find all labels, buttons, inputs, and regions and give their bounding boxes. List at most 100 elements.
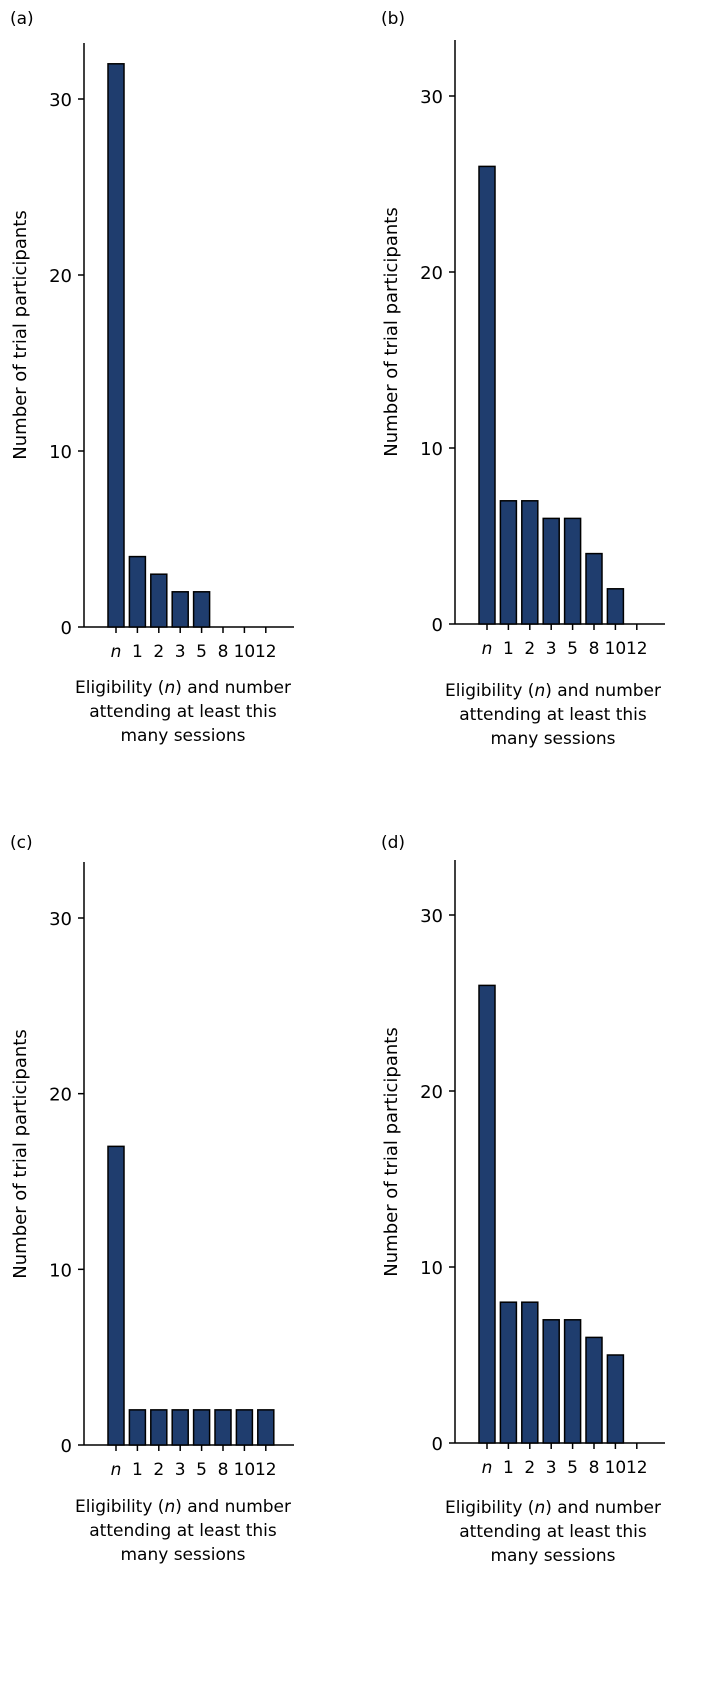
panel-label: (d) [381,833,405,853]
x-axis-label-line: Eligibility (n) and number [445,1498,661,1518]
x-tick-label: 10 [605,1458,627,1478]
y-tick-label: 30 [49,90,72,111]
y-tick-label: 20 [49,1085,72,1106]
x-axis-label-line: many sessions [120,726,245,746]
x-tick-label: n [111,642,122,662]
y-tick-label: 10 [49,1260,72,1281]
y-tick-label: 0 [61,1436,72,1457]
y-axis-label: Number of trial participants [381,207,402,456]
x-axis-label-line: many sessions [490,1546,615,1566]
x-tick-label: 1 [503,1458,514,1478]
y-tick-label: 10 [420,439,443,460]
y-tick-label: 10 [420,1258,443,1279]
bar [150,1409,168,1446]
x-tick-label: 5 [567,639,578,659]
bar [521,500,539,625]
bar [171,591,189,628]
panel-label: (c) [10,833,33,853]
x-tick-label: 3 [546,639,557,659]
bar [606,1354,625,1444]
x-axis-label-line: attending at least this [459,1522,647,1542]
bar [499,1301,518,1444]
bar [235,1409,254,1446]
panel-label: (b) [381,9,405,29]
x-tick-label: 5 [567,1458,578,1478]
x-tick-label: 1 [503,639,514,659]
x-axis-label-line: Eligibility (n) and number [75,1497,291,1517]
x-tick-label: 3 [175,1460,186,1480]
x-tick-label: 2 [153,1460,164,1480]
bar [128,555,147,628]
y-tick-label: 20 [420,263,443,284]
x-tick-label: 10 [605,639,627,659]
x-tick-label: 3 [546,1458,557,1478]
x-tick-label: 8 [589,639,600,659]
x-tick-label: 1 [132,642,143,662]
y-axis-label: Number of trial participants [10,210,31,459]
bar [606,588,625,625]
x-tick-label: 8 [218,642,229,662]
bar [171,1409,189,1446]
y-tick-label: 30 [420,906,443,927]
bar [214,1409,232,1446]
x-tick-label: 10 [234,1460,256,1480]
x-tick-label: 1 [132,1460,143,1480]
x-tick-label: 2 [524,639,535,659]
x-tick-label: n [482,639,493,659]
y-tick-label: 30 [49,909,72,930]
x-tick-label: 12 [626,639,648,659]
bar [478,165,496,625]
x-tick-label: 5 [196,642,207,662]
bar [542,517,560,625]
bar [192,1409,211,1446]
x-tick-label: 12 [626,1458,648,1478]
bar [585,1336,603,1444]
x-tick-label: n [482,1458,493,1478]
x-axis-label-line: many sessions [120,1545,245,1565]
y-tick-label: 0 [432,615,443,636]
bar [192,591,211,628]
y-axis-label: Number of trial participants [10,1029,31,1278]
y-tick-label: 0 [432,1434,443,1455]
x-tick-label: 8 [589,1458,600,1478]
x-tick-label: 2 [524,1458,535,1478]
x-axis-label-line: Eligibility (n) and number [75,678,291,698]
bar [128,1409,147,1446]
bar [563,517,582,625]
panel-label: (a) [10,9,34,29]
x-tick-label: 12 [255,1460,277,1480]
x-tick-label: 5 [196,1460,207,1480]
y-tick-label: 20 [49,266,72,287]
bar [107,1145,125,1446]
y-tick-label: 20 [420,1082,443,1103]
x-axis-label-line: attending at least this [89,702,277,722]
x-tick-label: 10 [234,642,256,662]
bar [107,63,125,628]
x-tick-label: n [111,1460,122,1480]
bar [585,552,603,625]
bar [257,1409,275,1446]
bar [563,1319,582,1444]
x-axis-label-line: attending at least this [459,705,647,725]
bar [478,984,496,1444]
bar [499,500,518,625]
bar [150,573,168,628]
x-axis-label-line: many sessions [490,729,615,749]
bar [521,1301,539,1444]
x-tick-label: 12 [255,642,277,662]
x-tick-label: 3 [175,642,186,662]
y-axis-label: Number of trial participants [381,1027,402,1276]
y-tick-label: 0 [61,618,72,639]
x-axis-label-line: attending at least this [89,1521,277,1541]
bar [542,1319,560,1444]
y-tick-label: 30 [420,87,443,108]
y-tick-label: 10 [49,442,72,463]
x-axis-label-line: Eligibility (n) and number [445,681,661,701]
x-tick-label: 8 [218,1460,229,1480]
x-tick-label: 2 [153,642,164,662]
